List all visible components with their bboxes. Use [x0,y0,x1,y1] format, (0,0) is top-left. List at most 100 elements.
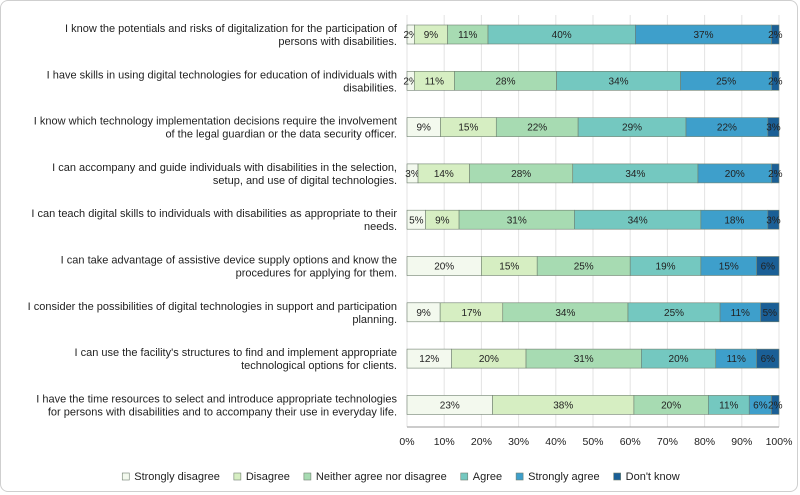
x-tick-label: 0% [399,436,414,448]
bar-value-label: 2% [403,76,418,87]
bar-value-label: 5% [409,215,424,226]
category-label-line: technological options for clients. [241,360,397,372]
bar-value-label: 20% [479,354,499,365]
legend[interactable]: Strongly disagree Disagree Neither agree n… [121,471,680,483]
category-label: I can teach digital skills to individual… [31,208,397,233]
x-tick-label: 100% [766,436,793,448]
legend-swatch [613,472,621,481]
bar-value-label: 3% [766,123,781,134]
x-tick-label: 30% [508,436,529,448]
legend-label: Strongly agree [528,471,600,483]
bar-value-label: 23% [440,401,460,412]
x-tick-label: 10% [434,436,455,448]
bar-value-label: 25% [664,308,684,319]
bar-value-label: 25% [716,76,736,87]
category-labels: I know the potentials and risks of digit… [28,23,398,418]
category-label-line: I can teach digital skills to individual… [31,208,397,220]
x-tick-label: 50% [582,436,603,448]
bar-value-label: 11% [731,308,750,319]
bar-value-label: 34% [628,215,648,226]
bar-value-label: 20% [725,169,745,180]
bar-value-label: 22% [527,123,547,134]
legend-swatch [303,472,312,481]
bar-value-label: 2% [768,30,783,41]
bar-value-label: 3% [766,215,781,226]
bar-value-label: 34% [625,169,645,180]
bar-segment [771,71,780,91]
bar-value-label: 28% [511,169,531,180]
bar-value-label: 11% [425,76,444,87]
bar-segment [767,117,780,137]
bar-row: 2% 9% 11% 40% 37% 2% [403,24,783,45]
bar-value-label: 15% [458,123,478,134]
bar-row: 2% 11% 28% 34% 25% 2% [403,71,783,91]
bar-value-label: 15% [499,262,519,273]
legend-swatch [121,472,130,481]
bar-value-label: 9% [424,30,439,41]
bar-value-label: 20% [661,401,681,412]
category-label: I can accompany and guide individuals wi… [52,162,397,187]
bar-value-label: 40% [552,30,572,41]
bar-value-label: 20% [434,262,454,273]
x-tick-label: 90% [731,436,752,448]
legend-label: Neither agree nor disagree [316,471,447,483]
legend-item[interactable]: Neither agree nor disagree [303,471,447,483]
legend-label: Agree [473,471,502,483]
category-label: I have the time resources to select and … [36,393,397,418]
bar-value-label: 9% [416,308,431,319]
bar-value-label: 14% [434,169,454,180]
legend-item[interactable]: Strongly disagree [121,471,220,483]
legend-swatch [233,472,242,481]
category-label: I know which technology implementation d… [34,116,397,141]
category-label: I have skills in using digital technolog… [47,69,397,94]
bar-value-label: 3% [405,169,420,180]
bar-value-label: 15% [719,262,739,273]
category-label: I can take advantage of assistive device… [61,255,397,280]
category-label-line: disabilities. [343,82,397,94]
bar-value-label: 34% [555,308,575,319]
bar-row: 9% 15% 22% 29% 22% 3% [406,117,781,137]
bar-value-label: 5% [763,308,778,319]
bar-row: 23% 38% 20% 11% 6% 2% [406,395,783,415]
legend-item[interactable]: Strongly agree [515,471,600,483]
bar-segment [767,209,780,230]
legend-item[interactable]: Agree [460,471,502,483]
legend-swatch [460,472,469,481]
x-tick-label: 70% [657,436,678,448]
bars: 2% 9% 11% 40% 37% 2% 2% 11% 28% 34% 25% 2% 9% 15% 22% 2… [403,24,783,415]
bar-value-label: 9% [417,123,432,134]
category-label-line: I know which technology implementation d… [34,116,397,128]
bar-value-label: 37% [693,30,713,41]
legend-label: Disagree [246,471,290,483]
bar-value-label: 2% [403,30,418,41]
bar-value-label: 34% [609,76,629,87]
bar-value-label: 18% [724,215,744,226]
bar-row: 3% 14% 28% 34% 20% 2% [405,163,783,184]
bar-value-label: 38% [553,401,573,412]
x-tick-label: 20% [471,436,492,448]
bar-value-label: 2% [768,169,783,180]
category-label: I know the potentials and risks of digit… [65,23,398,48]
legend-item[interactable]: Don't know [613,471,680,483]
bar-value-label: 25% [574,262,594,273]
bar-value-label: 28% [495,76,515,87]
category-label-line: planning. [352,314,397,326]
bar-value-label: 11% [458,30,477,41]
legend-item[interactable]: Disagree [233,471,290,483]
bar-value-label: 2% [768,401,783,412]
bar-value-label: 11% [719,401,738,412]
bar-value-label: 9% [435,215,450,226]
category-label-line: procedures for applying for them. [236,268,397,280]
legend-swatch [515,472,524,481]
category-label-line: of the legal guardian or the data securi… [165,129,397,141]
bar-row: 5% 9% 31% 34% 18% 3% [406,209,781,230]
category-label: I consider the possibilities of digital … [28,301,397,326]
bar-value-label: 29% [622,123,642,134]
category-label-line: I know the potentials and risks of digit… [65,23,398,35]
bar-segment [756,348,780,369]
bar-segment [756,256,780,276]
x-tick-label: 80% [694,436,715,448]
bar-value-label: 17% [461,308,481,319]
